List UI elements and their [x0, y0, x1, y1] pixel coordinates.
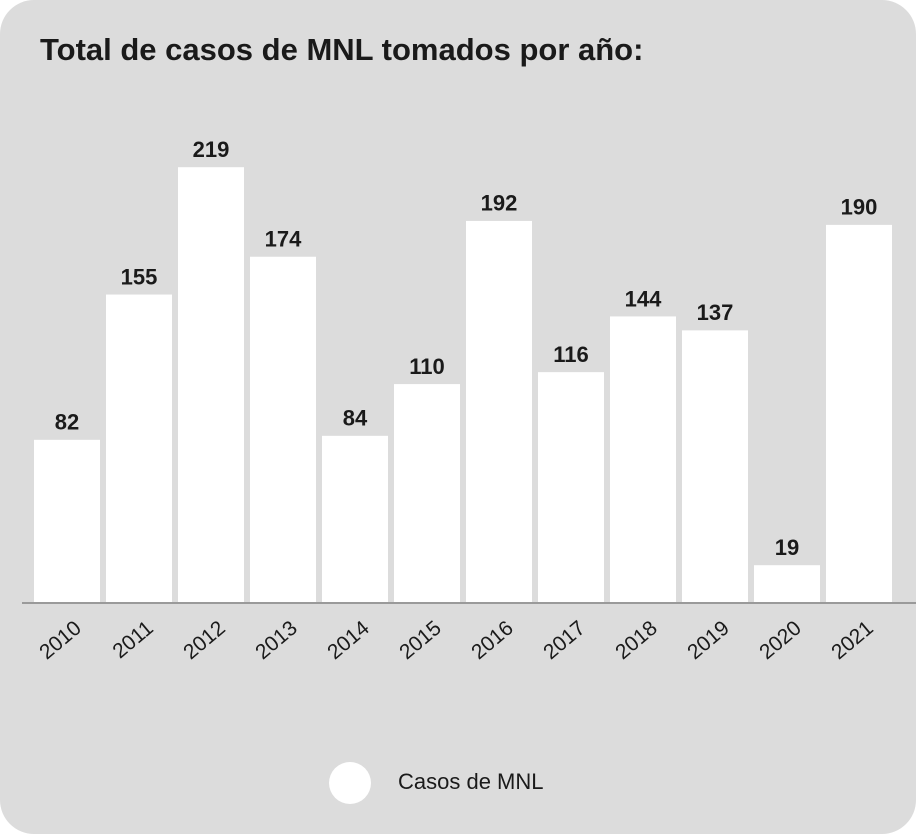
data-label: 219 [193, 137, 230, 162]
bar [538, 372, 604, 603]
bar [250, 256, 316, 603]
data-label: 116 [553, 342, 589, 367]
data-label: 137 [697, 300, 734, 325]
bar [178, 167, 244, 603]
bar [106, 294, 172, 603]
data-label: 82 [55, 410, 79, 435]
bar [754, 565, 820, 603]
bar [826, 224, 892, 603]
bar [322, 435, 388, 603]
legend-label: Casos de MNL [398, 769, 544, 794]
bar [394, 384, 460, 603]
legend-marker [329, 762, 371, 804]
data-label: 19 [775, 535, 799, 560]
bar [34, 439, 100, 603]
bar [682, 330, 748, 603]
data-label: 155 [121, 264, 158, 289]
data-label: 144 [625, 286, 662, 311]
chart-title: Total de casos de MNL tomados por año: [40, 32, 643, 67]
bar [466, 220, 532, 604]
bar [610, 316, 676, 603]
data-label: 84 [343, 406, 368, 431]
data-label: 110 [409, 354, 445, 379]
data-label: 190 [841, 195, 878, 220]
data-label: 174 [265, 227, 302, 252]
data-label: 192 [481, 191, 518, 216]
